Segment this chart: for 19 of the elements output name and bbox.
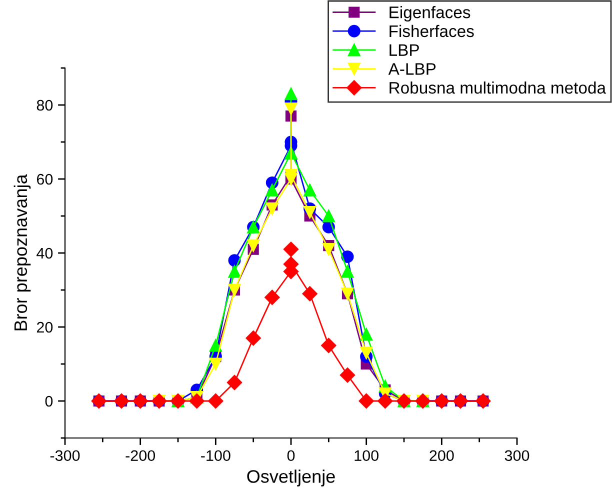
- x-tick-label: -300: [50, 450, 80, 462]
- legend-label: A-LBP: [388, 63, 436, 75]
- y-tick-label: 20: [36, 322, 53, 333]
- legend-label: Fisherfaces: [390, 24, 474, 38]
- legend-label: LBP: [390, 44, 419, 56]
- x-tick-label: -100: [201, 450, 230, 462]
- y-tick-label: 0: [45, 396, 53, 407]
- x-tick-label: 100: [354, 450, 378, 462]
- x-tick-label: 0: [287, 450, 295, 462]
- x-tick-label: -200: [126, 450, 156, 462]
- y-tick-label: 80: [36, 100, 53, 111]
- y-axis-title: Bror prepoznavanja: [14, 174, 31, 330]
- legend-label: Eigenfaces: [390, 6, 470, 22]
- x-tick-label: 200: [430, 450, 454, 462]
- x-tick-label: 300: [504, 450, 530, 462]
- y-tick-label: 40: [36, 248, 53, 259]
- legend-label: Robusna multimodna metoda: [390, 81, 606, 94]
- x-axis-title: Osvetljenje: [247, 470, 335, 486]
- y-tick-label: 60: [36, 174, 53, 185]
